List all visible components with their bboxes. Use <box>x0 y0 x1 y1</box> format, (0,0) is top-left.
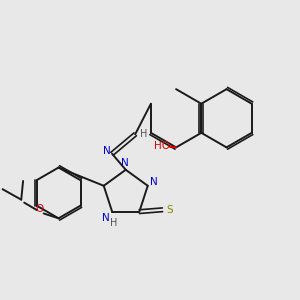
Text: N: N <box>102 213 110 223</box>
Text: O: O <box>35 204 43 214</box>
Text: N: N <box>103 146 111 156</box>
Text: S: S <box>166 205 172 215</box>
Text: H: H <box>110 218 118 228</box>
Text: H: H <box>140 129 147 139</box>
Text: N: N <box>121 158 129 168</box>
Text: N: N <box>150 177 158 187</box>
Text: HO: HO <box>154 140 170 151</box>
